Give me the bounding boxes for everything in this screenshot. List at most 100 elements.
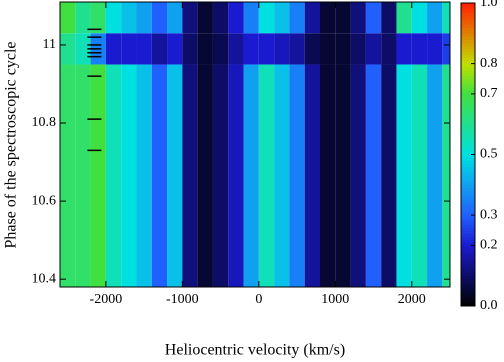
colorbar-swatch xyxy=(461,164,475,168)
heat-cell xyxy=(167,64,182,287)
colorbar-swatch xyxy=(461,30,475,34)
colorbar-swatch xyxy=(461,45,475,49)
colorbar-swatch xyxy=(461,264,475,268)
heat-cell xyxy=(274,64,289,287)
heat-cell xyxy=(381,2,396,33)
colorbar-swatch xyxy=(461,203,475,207)
heat-cell xyxy=(366,64,381,287)
heat-cell xyxy=(182,64,197,287)
heat-cell xyxy=(412,64,427,287)
colorbar-swatch xyxy=(461,85,475,89)
colorbar-swatch xyxy=(461,248,475,252)
colorbar-swatch xyxy=(461,3,475,7)
colorbar-swatch xyxy=(461,267,475,271)
heat-cell xyxy=(182,2,197,33)
heat-cell xyxy=(152,33,167,64)
heat-cell xyxy=(351,33,366,64)
colorbar-tick-label: 0.3 xyxy=(480,207,498,222)
heat-cell xyxy=(213,64,228,287)
colorbar-swatch xyxy=(461,254,475,258)
colorbar-swatch xyxy=(461,173,475,177)
heat-cell xyxy=(274,33,289,64)
colorbar-swatch xyxy=(461,161,475,165)
heat-cell xyxy=(136,2,151,33)
colorbar-swatch xyxy=(461,191,475,195)
y-tick-label: 10.8 xyxy=(32,115,57,130)
heat-cell xyxy=(442,33,450,64)
heat-cell xyxy=(60,33,75,64)
colorbar-swatch xyxy=(461,221,475,225)
colorbar-swatch xyxy=(461,9,475,13)
heat-cell xyxy=(335,33,350,64)
colorbar-swatch xyxy=(461,109,475,113)
colorbar-swatch xyxy=(461,155,475,159)
colorbar-swatch xyxy=(461,200,475,204)
y-tick-label: 10.4 xyxy=(32,271,57,286)
colorbar-swatch xyxy=(461,239,475,243)
colorbar-swatch xyxy=(461,273,475,277)
colorbar-swatch xyxy=(461,64,475,68)
colorbar-swatch xyxy=(461,18,475,22)
heat-cell xyxy=(366,33,381,64)
x-axis-label: Heliocentric velocity (km/s) xyxy=(165,342,345,359)
heat-cell xyxy=(198,64,213,287)
colorbar-swatch xyxy=(461,227,475,231)
x-tick-label: 0 xyxy=(255,292,262,307)
colorbar-swatch xyxy=(461,282,475,286)
colorbar-swatch xyxy=(461,79,475,83)
colorbar-swatch xyxy=(461,67,475,71)
heat-cell xyxy=(396,64,411,287)
heat-cell xyxy=(259,64,274,287)
heat-cell xyxy=(228,33,243,64)
x-tick-label: 1000 xyxy=(321,292,349,307)
colorbar-swatch xyxy=(461,197,475,201)
colorbar-tick-label: 0.0 xyxy=(480,298,498,313)
colorbar-swatch xyxy=(461,148,475,152)
colorbar-swatch xyxy=(461,170,475,174)
heat-cell xyxy=(396,2,411,33)
colorbar-swatch xyxy=(461,94,475,98)
colorbar-swatch xyxy=(461,136,475,140)
colorbar-swatch xyxy=(461,100,475,104)
colorbar-tick-label: 0.5 xyxy=(480,147,498,162)
colorbar-swatch xyxy=(461,142,475,146)
heat-cell xyxy=(427,64,442,287)
heat-cell xyxy=(412,2,427,33)
heat-cell xyxy=(442,2,450,33)
colorbar-swatch xyxy=(461,124,475,128)
colorbar-swatch xyxy=(461,58,475,62)
colorbar-swatch xyxy=(461,179,475,183)
colorbar-swatch xyxy=(461,48,475,52)
colorbar-swatch xyxy=(461,130,475,134)
heat-cell xyxy=(213,2,228,33)
heat-cell xyxy=(91,2,106,33)
heat-cell xyxy=(412,33,427,64)
colorbar-swatch xyxy=(461,118,475,122)
heat-cell xyxy=(366,2,381,33)
heat-cell xyxy=(167,33,182,64)
colorbar-swatch xyxy=(461,209,475,213)
colorbar-swatch xyxy=(461,158,475,162)
y-tick-label: 10.6 xyxy=(32,193,57,208)
heat-cell xyxy=(381,33,396,64)
heat-cell xyxy=(106,33,121,64)
colorbar-swatch xyxy=(461,182,475,186)
colorbar-swatch xyxy=(461,276,475,280)
heat-cell xyxy=(244,64,259,287)
colorbar-swatch xyxy=(461,39,475,43)
colorbar-tick-label: 0.2 xyxy=(480,238,498,253)
colorbar-swatch xyxy=(461,300,475,304)
heat-cell xyxy=(320,64,335,287)
colorbar-swatch xyxy=(461,194,475,198)
heat-cell xyxy=(228,2,243,33)
heat-cell xyxy=(106,64,121,287)
heat-cell xyxy=(106,2,121,33)
heat-cell xyxy=(244,2,259,33)
colorbar-swatch xyxy=(461,133,475,137)
colorbar-swatch xyxy=(461,103,475,107)
colorbar-tick-label: 1.0 xyxy=(480,0,498,10)
y-axis-label: Phase of the spectroscopic cycle xyxy=(3,41,20,248)
heat-cell xyxy=(75,64,90,287)
colorbar-swatch xyxy=(461,245,475,249)
